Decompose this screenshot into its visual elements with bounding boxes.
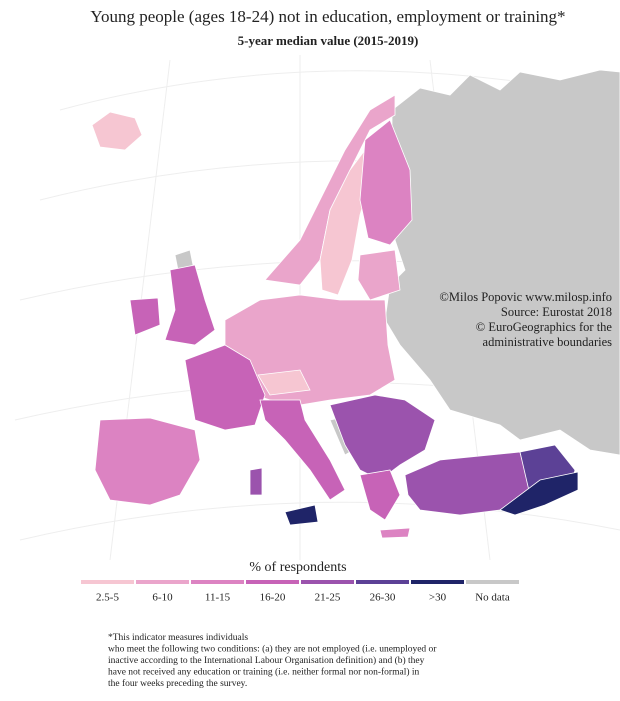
map: [91, 69, 620, 539]
subtitle: 5-year median value (2015-2019): [238, 33, 419, 48]
credit-line: ©Milos Popovic www.milosp.info: [439, 290, 612, 304]
legend-label: 6-10: [152, 592, 173, 604]
crete: [379, 527, 411, 539]
no-data-region: [384, 69, 620, 456]
iceland: [91, 111, 143, 151]
turkey-southeast: [499, 471, 579, 516]
legend-swatch: [411, 580, 464, 584]
ireland: [129, 297, 161, 336]
finland: [359, 119, 413, 246]
legend-label: 2.5-5: [96, 592, 119, 604]
footnote-line: inactive according to the International …: [108, 655, 425, 666]
legend-label: 16-20: [260, 592, 286, 604]
legend-label: >30: [429, 592, 447, 604]
footnote: *This indicator measures individualswho …: [108, 633, 437, 689]
legend-swatch: [136, 580, 189, 584]
legend-swatch: [81, 580, 134, 584]
sicily: [284, 504, 319, 526]
title: Young people (ages 18-24) not in educati…: [90, 7, 565, 26]
footnote-line: have not received any education or train…: [108, 667, 420, 678]
baltics: [357, 249, 401, 301]
france: [184, 344, 266, 431]
legend-label: 11-15: [205, 592, 231, 604]
legend-label: No data: [475, 592, 510, 604]
austria: [257, 369, 311, 396]
legend-swatch: [356, 580, 409, 584]
legend-title: % of respondents: [249, 560, 346, 575]
balkans: [329, 394, 436, 481]
legend-label: 26-30: [370, 592, 396, 604]
legend-label: 21-25: [315, 592, 341, 604]
uk: [164, 264, 216, 346]
legend-swatch: [301, 580, 354, 584]
legend: 2.5-5 6-10 11-15 16-20 21-25 26-30 >30 No data: [81, 580, 519, 604]
sardinia: [249, 467, 263, 496]
credit-line: administrative boundaries: [483, 335, 613, 349]
footnote-line: who meet the following two conditions: (…: [108, 644, 437, 655]
legend-swatch: [246, 580, 299, 584]
legend-swatch: [466, 580, 519, 584]
footnote-line: the four weeks preceding the survey.: [108, 678, 247, 689]
credit-line: © EuroGeographics for the: [476, 320, 613, 334]
italy: [259, 399, 346, 501]
greece: [359, 469, 401, 521]
legend-swatch: [191, 580, 244, 584]
credit-line: Source: Eurostat 2018: [501, 305, 612, 319]
iberia: [94, 417, 201, 506]
footnote-line: *This indicator measures individuals: [108, 633, 248, 643]
